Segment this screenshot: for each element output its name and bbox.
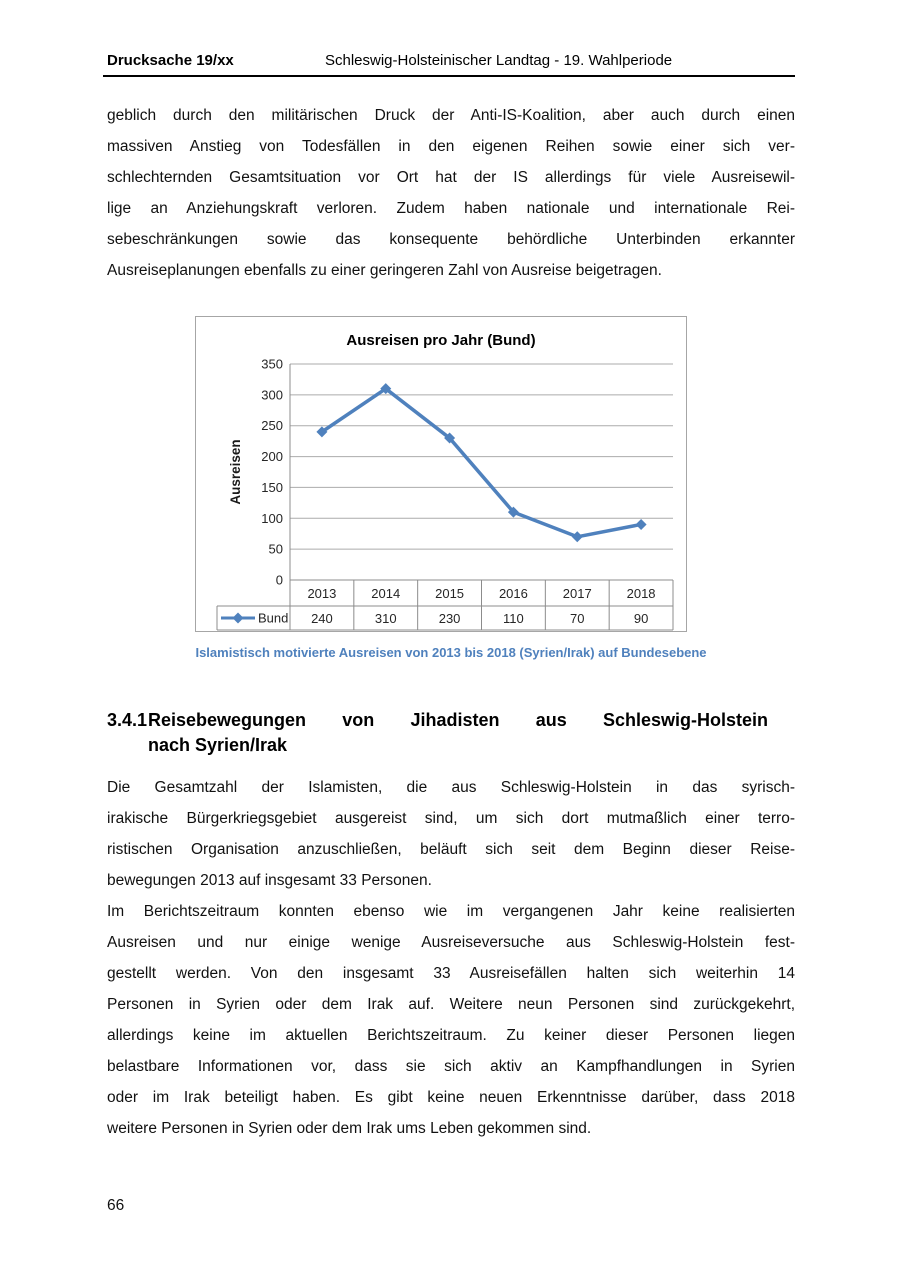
data-point-marker [507,506,519,518]
table-value: 90 [634,611,648,626]
gridlines [290,363,673,550]
data-point-marker [635,518,647,530]
y-tick-labels: 0 50 100 150 200 250 300 350 [261,357,283,588]
x-category-label: 2014 [371,586,400,601]
y-axis-title: Ausreisen [228,439,243,504]
x-category-label: 2016 [499,586,528,601]
table-value: 240 [311,611,333,626]
series-line-bund [320,386,643,539]
chart-frame-border [195,316,687,632]
text-line: gestellt werden. Von den insgesamt 33 Au… [107,965,795,982]
paragraph-2: Die Gesamtzahl der Islamisten, die aus S… [107,772,795,896]
section-heading-text: Reisebewegungen von Jihadisten aus Schle… [148,708,768,758]
doc-number: Drucksache 19/xx [107,52,234,69]
figure-caption: Islamistisch motivierte Ausreisen von 20… [195,645,707,660]
y-tick-label: 100 [261,511,283,526]
text-line: massiven Anstieg von Todesfällen in den … [107,138,795,155]
legend: Bund [221,611,288,626]
table-value: 230 [439,611,461,626]
page-header: Drucksache 19/xx Schleswig-Holsteinische… [107,52,795,72]
text-line: oder im Irak beteiligt haben. Es gibt ke… [107,1089,795,1106]
section-heading-number: 3.4.1 [107,710,148,730]
legend-series-name: Bund [258,611,288,626]
y-tick-label: 350 [261,357,283,372]
doc-title: Schleswig-Holsteinischer Landtag - 19. W… [325,52,673,69]
x-category-label: 2018 [627,586,656,601]
text-line: sebeschränkungen sowie das konsequente b… [107,231,795,248]
text-line: ristischen Organisation anzuschließen, b… [107,841,795,858]
paragraph-1: geblich durch den militärischen Druck de… [107,100,795,286]
text-line: Im Berichtszeitraum konnten ebenso wie i… [107,903,795,920]
chart-title: Ausreisen pro Jahr (Bund) [346,332,535,349]
data-point-marker [380,383,392,395]
legend-marker-diamond [232,612,244,624]
text-line: belastbare Informationen vor, dass sie s… [107,1058,795,1075]
header-rule [103,75,795,77]
text-line: schlechternden Gesamtsituation vor Ort h… [107,169,795,186]
table-value: 110 [503,611,524,626]
y-tick-label: 50 [269,542,283,557]
data-point-marker [571,531,583,543]
y-tick-label: 250 [261,418,283,433]
data-table-borders [216,364,674,631]
text-line: geblich durch den militärischen Druck de… [107,107,795,124]
text-line: Ausreiseplanungen ebenfalls zu einer ger… [107,262,662,279]
table-value-labels: 240 310 230 110 70 90 [311,611,648,626]
table-value: 310 [375,611,397,626]
y-tick-label: 200 [261,449,283,464]
x-category-labels: 2013 2014 2015 2016 2017 2018 [307,586,655,601]
text-line: Die Gesamtzahl der Islamisten, die aus S… [107,779,795,796]
section-heading: 3.4.1 Reisebewegungen von Jihadisten aus… [107,708,795,758]
y-tick-label: 300 [261,387,283,402]
text-line: allerdings keine im aktuellen Berichtsze… [107,1027,795,1044]
page-number: 66 [107,1197,125,1214]
x-category-label: 2013 [307,586,336,601]
section-heading-line-2: nach Syrien/Irak [148,735,288,755]
text-line: Ausreisen und nur einige wenige Ausreise… [107,934,795,951]
x-category-label: 2017 [563,586,592,601]
text-line: lige an Anziehungskraft verloren. Zudem … [107,200,795,217]
y-tick-label: 0 [276,573,283,588]
text-line: weitere Personen in Syrien oder dem Irak… [107,1120,592,1137]
text-line: Personen in Syrien oder dem Irak auf. We… [107,996,795,1013]
data-point-marker [444,432,456,444]
figure-chart: Ausreisen pro Jahr (Bund) 0 50 100 150 200 250… [195,316,687,632]
paragraph-3: Im Berichtszeitraum konnten ebenso wie i… [107,896,795,1144]
section-heading-line-1: Reisebewegungen von Jihadisten aus Schle… [148,710,768,730]
y-tick-label: 150 [261,480,283,495]
text-line: bewegungen 2013 auf insgesamt 33 Persone… [107,872,432,889]
ausreisen-chart-svg: Ausreisen pro Jahr (Bund) 0 50 100 150 200 250… [195,316,687,632]
text-line: irakische Bürgerkriegsgebiet ausgereist … [107,810,795,827]
x-category-label: 2015 [435,586,464,601]
table-value: 70 [570,611,584,626]
